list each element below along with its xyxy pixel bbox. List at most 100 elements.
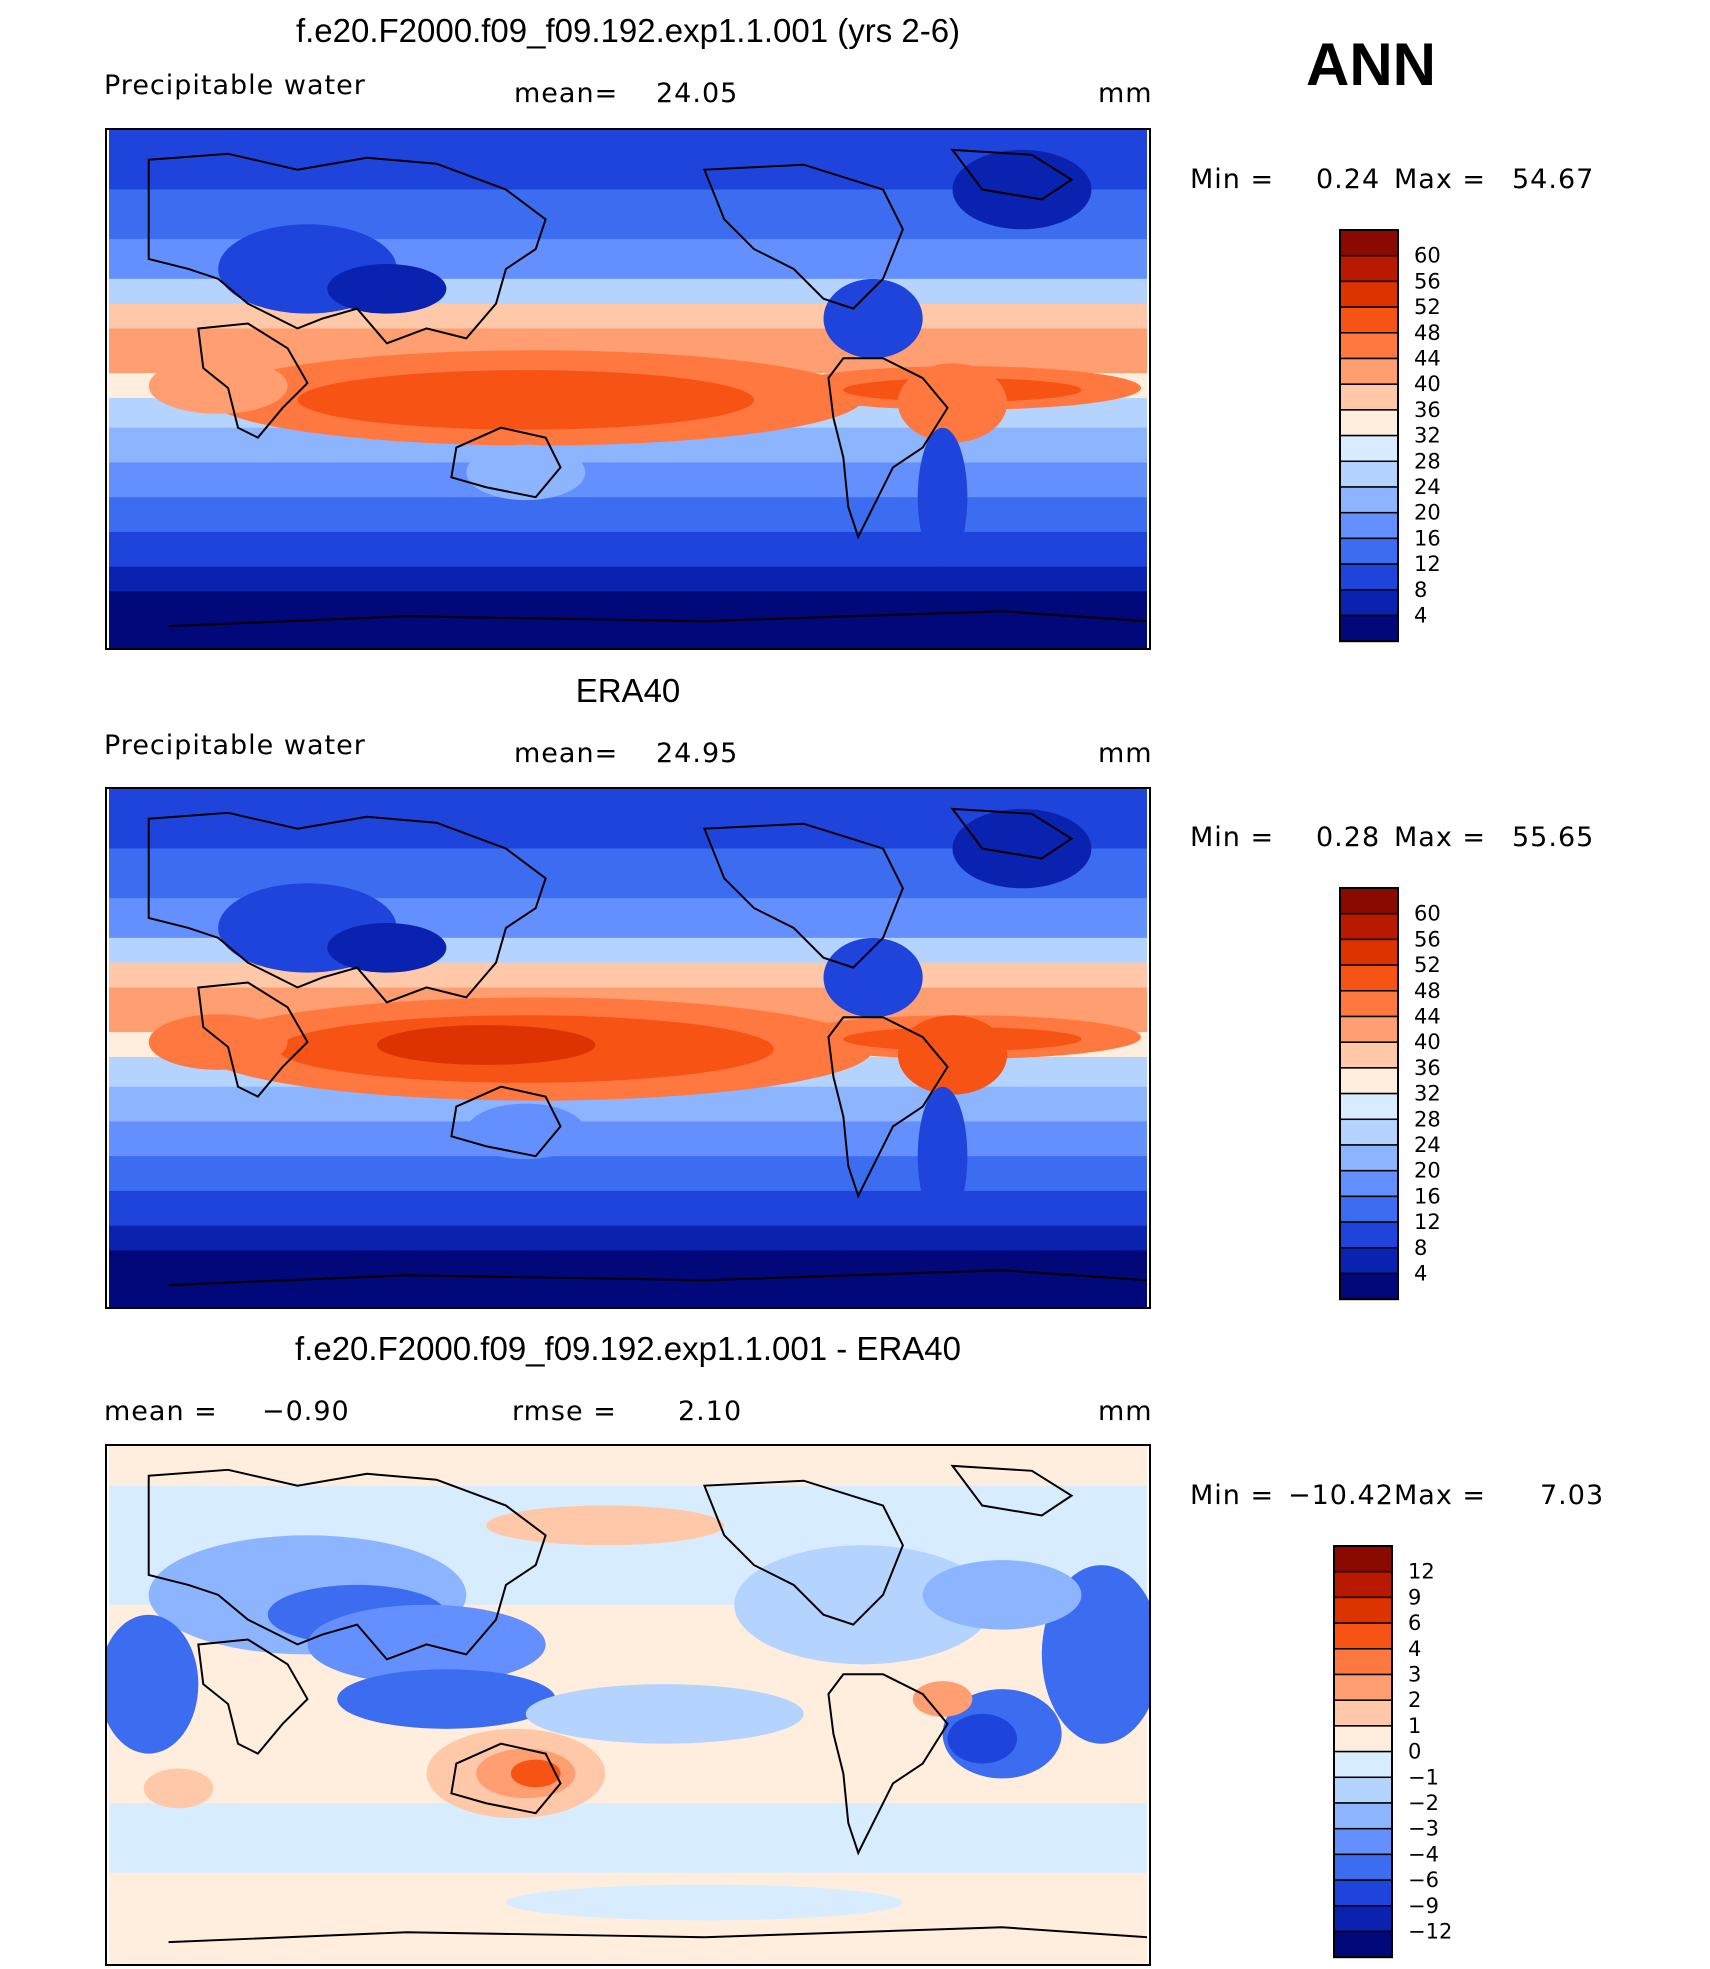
colorbar-tick-label: 60 [1414, 902, 1441, 926]
colorbar-swatch [1339, 254, 1399, 283]
panel-2-title: ERA40 [575, 672, 681, 709]
panel-1-max-value: 54.67 [1512, 164, 1595, 195]
colorbar-swatch [1339, 1195, 1399, 1223]
colorbar-outline [1339, 887, 1399, 1301]
colorbar-tick-label: 1 [1408, 1714, 1421, 1738]
colorbar-tick-label: 20 [1414, 501, 1441, 525]
colorbar-swatch [1339, 486, 1399, 514]
colorbar-swatch [1339, 1041, 1399, 1069]
colorbar-swatch [1333, 1596, 1393, 1624]
colorbar-tick-label: 44 [1414, 347, 1441, 371]
colorbar-swatch [1339, 1221, 1399, 1249]
colorbar-tick-label: 24 [1414, 1133, 1441, 1157]
panel-3-mean-value: −0.90 [262, 1396, 350, 1427]
colorbar-tick-label: 56 [1414, 927, 1441, 951]
colorbar-swatch [1333, 1648, 1393, 1676]
colorbar-outline [1339, 229, 1399, 643]
colorbar-swatch [1333, 1776, 1393, 1804]
colorbar-tick-label: 60 [1414, 244, 1441, 268]
colorbar-tick-label: 40 [1414, 1030, 1441, 1054]
colorbar-tick-label: 4 [1414, 1262, 1427, 1286]
colorbar-tick-label: 12 [1414, 1210, 1441, 1234]
colorbar-swatch [1333, 1725, 1393, 1753]
panel-3-mean-label: mean = [104, 1396, 218, 1427]
colorbar-tick-label: 28 [1414, 449, 1441, 473]
colorbar-swatch [1333, 1570, 1393, 1599]
panel-2-mean-value: 24.95 [656, 738, 739, 769]
colorbar-swatch [1333, 1750, 1393, 1779]
colorbar-tick-label: −12 [1408, 1920, 1452, 1944]
colorbar-swatch [1339, 1169, 1399, 1198]
colorbar-swatch [1339, 938, 1399, 966]
panel-2-min-value: 0.28 [1316, 822, 1381, 853]
panel-1-map [105, 128, 1151, 650]
colorbar-tick-label: 24 [1414, 475, 1441, 499]
colorbar-swatch [1339, 563, 1399, 591]
colorbar-tick-label: 52 [1414, 953, 1441, 977]
colorbar-swatch [1339, 1247, 1399, 1275]
colorbar-swatch [1339, 383, 1399, 411]
colorbar-swatch [1339, 964, 1399, 992]
colorbar-swatch [1339, 537, 1399, 565]
colorbar-swatch [1339, 1015, 1399, 1043]
colorbar-swatch [1339, 1092, 1399, 1121]
panel-2-variable-label: Precipitable water [104, 730, 366, 761]
colorbar-tick-label: −2 [1408, 1791, 1439, 1815]
colorbar-swatch [1339, 229, 1399, 257]
colorbar-swatch [1339, 589, 1399, 617]
colorbar-swatch [1339, 1067, 1399, 1095]
panel-2-mean-label: mean= [514, 738, 619, 769]
colorbar-swatch [1339, 460, 1399, 488]
colorbar-tick-label: 3 [1408, 1663, 1421, 1687]
panel-2-max-label: Max = [1394, 822, 1487, 853]
colorbar-tick-label: 32 [1414, 1082, 1441, 1106]
colorbar-swatch [1339, 332, 1399, 360]
colorbar-outline [1333, 1545, 1393, 1959]
panel-2-max-value: 55.65 [1512, 822, 1595, 853]
colorbar-tick-label: 2 [1408, 1688, 1421, 1712]
colorbar-swatch [1333, 1622, 1393, 1650]
colorbar-swatch [1339, 614, 1399, 642]
panel-1-units: mm [1098, 78, 1153, 109]
colorbar-swatch [1333, 1802, 1393, 1830]
colorbar-swatch [1333, 1545, 1393, 1573]
panel-3-title: f.e20.F2000.f09_f09.192.exp1.1.001 - ERA… [295, 1330, 961, 1367]
colorbar-swatch [1333, 1853, 1393, 1881]
panel-3-max-label: Max = [1394, 1480, 1487, 1511]
panel-2-units: mm [1098, 738, 1153, 769]
colorbar-tick-label: 44 [1414, 1005, 1441, 1029]
panel-3-map [105, 1444, 1151, 1966]
panel-1-colorbar: 60 56 52 48 44 40 36 32 28 24 20 16 12 8 4 [1339, 229, 1490, 643]
panel-1-min-label: Min = [1190, 164, 1275, 195]
panel-1-variable-label: Precipitable water [104, 70, 366, 101]
colorbar-tick-label: 8 [1414, 578, 1427, 602]
panel-1-min-value: 0.24 [1316, 164, 1381, 195]
colorbar-tick-label: 40 [1414, 372, 1441, 396]
panel-1-mean-value: 24.05 [656, 78, 739, 109]
colorbar-tick-label: 12 [1414, 552, 1441, 576]
season-label: ANN [1306, 31, 1436, 98]
panel-3-units: mm [1098, 1396, 1153, 1427]
panel-2-field-svg [109, 789, 1148, 1307]
panel-3-rmse-value: 2.10 [678, 1396, 743, 1427]
colorbar-swatch [1339, 409, 1399, 437]
panel-3-rmse-label: rmse = [512, 1396, 617, 1427]
colorbar-swatch [1339, 1144, 1399, 1172]
colorbar-tick-label: −3 [1408, 1817, 1439, 1841]
panel-3-min-label: Min = [1190, 1480, 1275, 1511]
colorbar-tick-label: 4 [1414, 604, 1427, 628]
panel-1-mean-label: mean= [514, 78, 619, 109]
colorbar-swatch [1333, 1930, 1393, 1958]
colorbar-tick-label: −4 [1408, 1842, 1439, 1866]
colorbar-swatch [1333, 1699, 1393, 1727]
colorbar-swatch [1339, 1118, 1399, 1146]
colorbar-swatch [1339, 434, 1399, 463]
colorbar-tick-label: 28 [1414, 1107, 1441, 1131]
colorbar-swatch [1339, 990, 1399, 1018]
panel-1-max-label: Max = [1394, 164, 1487, 195]
panel-1-field-svg [109, 130, 1148, 648]
colorbar-tick-label: 16 [1414, 526, 1441, 550]
panel-3-field-svg [107, 1446, 1149, 1964]
